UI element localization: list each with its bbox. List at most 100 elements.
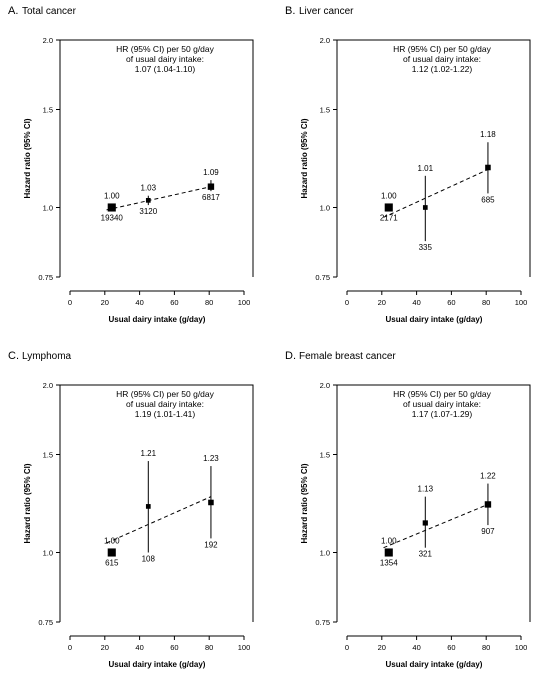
case-count-label: 1354 [380, 559, 398, 568]
trend-line [106, 186, 212, 211]
y-tick-label: 2.0 [320, 36, 330, 45]
x-tick-label: 0 [345, 643, 349, 652]
case-count-label: 907 [481, 527, 495, 536]
data-point [145, 197, 151, 203]
panel-letter: D. [285, 350, 296, 362]
y-tick-label: 1.5 [320, 106, 330, 115]
x-tick-label: 60 [447, 298, 455, 307]
data-point [107, 548, 116, 557]
hr-annotation-line: HR (95% CI) per 50 g/day [393, 44, 492, 54]
hr-annotation-line: 1.17 (1.07-1.29) [412, 409, 473, 419]
y-tick-label: 2.0 [320, 381, 330, 390]
hr-label: 1.18 [480, 130, 496, 139]
x-tick-label: 0 [68, 298, 72, 307]
x-tick-label: 60 [170, 298, 178, 307]
case-count-label: 321 [419, 550, 433, 559]
x-tick-label: 0 [345, 298, 349, 307]
case-count-label: 615 [105, 559, 119, 568]
case-count-label: 192 [204, 540, 218, 549]
x-tick-label: 20 [378, 298, 386, 307]
y-axis-title: Hazard ratio (95% CI) [300, 463, 309, 543]
x-tick-label: 100 [238, 298, 251, 307]
panel-letter: C. [8, 350, 19, 362]
data-point [384, 203, 393, 212]
hr-annotation-line: of usual dairy intake: [403, 399, 481, 409]
y-tick-label: 1.0 [43, 548, 53, 557]
hr-annotation-line: HR (95% CI) per 50 g/day [393, 389, 492, 399]
case-count-label: 19340 [101, 214, 124, 223]
chart-panel: B. Liver cancer 0.75 1.0 1.5 2.0 Hazard ratio … [285, 5, 531, 324]
hr-label: 1.00 [104, 536, 120, 545]
chart-panel: A. Total cancer 0.75 1.0 1.5 2.0 Hazard ratio … [8, 5, 254, 324]
y-tick-label: 0.75 [315, 618, 330, 627]
data-point [107, 203, 116, 212]
panel-title: Total cancer [22, 6, 77, 17]
x-tick-label: 20 [101, 643, 109, 652]
plot-frame [336, 384, 531, 622]
y-tick-label: 1.5 [320, 451, 330, 460]
data-point [145, 504, 151, 509]
hr-label: 1.03 [141, 184, 157, 193]
x-tick-label: 60 [170, 643, 178, 652]
x-tick-label: 60 [447, 643, 455, 652]
data-point [207, 183, 215, 190]
hr-label: 1.01 [418, 164, 434, 173]
case-count-label: 6817 [202, 193, 220, 202]
y-tick-label: 1.5 [43, 451, 53, 460]
x-tick-label: 100 [515, 298, 528, 307]
trend-line [383, 503, 489, 549]
hr-label: 1.21 [141, 449, 157, 458]
hr-label: 1.00 [104, 191, 120, 200]
data-point [484, 501, 492, 508]
hr-annotation-line: HR (95% CI) per 50 g/day [116, 389, 215, 399]
y-tick-label: 1.5 [43, 106, 53, 115]
hr-annotation-line: 1.19 (1.01-1.41) [135, 409, 196, 419]
hr-label: 1.00 [381, 536, 397, 545]
x-tick-label: 80 [482, 298, 490, 307]
y-tick-label: 2.0 [43, 381, 53, 390]
case-count-label: 108 [142, 554, 156, 563]
y-tick-label: 1.0 [320, 548, 330, 557]
x-axis-title: Usual dairy intake (g/day) [109, 315, 206, 324]
x-tick-label: 40 [135, 643, 143, 652]
panel-title: Female breast cancer [299, 351, 396, 362]
chart-panel: C. Lymphoma 0.75 1.0 1.5 2.0 Hazard ratio (95%… [8, 350, 254, 669]
case-count-label: 685 [481, 195, 495, 204]
hr-label: 1.09 [203, 168, 219, 177]
case-count-label: 3120 [139, 207, 157, 216]
x-tick-label: 100 [515, 643, 528, 652]
y-axis-title: Hazard ratio (95% CI) [23, 463, 32, 543]
y-tick-label: 0.75 [38, 273, 53, 282]
hr-annotation-line: HR (95% CI) per 50 g/day [116, 44, 215, 54]
hr-annotation-line: 1.12 (1.02-1.22) [412, 64, 473, 74]
trend-line [106, 496, 212, 544]
y-tick-label: 2.0 [43, 36, 53, 45]
panel-letter: B. [285, 5, 295, 17]
x-axis-title: Usual dairy intake (g/day) [109, 660, 206, 669]
data-point [485, 164, 491, 171]
x-axis-title: Usual dairy intake (g/day) [386, 660, 483, 669]
x-tick-label: 80 [205, 298, 213, 307]
panel-title: Lymphoma [22, 351, 72, 362]
trend-line [383, 169, 489, 218]
hr-label: 1.22 [480, 472, 496, 481]
chart-panel: D. Female breast cancer 0.75 1.0 1.5 2.0 Hazar… [285, 350, 531, 669]
plot-frame [336, 39, 531, 277]
data-point [422, 205, 428, 210]
hr-label: 1.23 [203, 454, 219, 463]
x-tick-label: 80 [482, 643, 490, 652]
x-tick-label: 20 [101, 298, 109, 307]
panel-title: Liver cancer [299, 6, 354, 17]
case-count-label: 2171 [380, 214, 398, 223]
x-tick-label: 100 [238, 643, 251, 652]
x-tick-label: 80 [205, 643, 213, 652]
panel-letter: A. [8, 5, 18, 17]
y-tick-label: 0.75 [315, 273, 330, 282]
x-tick-label: 40 [412, 643, 420, 652]
x-tick-label: 20 [378, 643, 386, 652]
hr-annotation-line: of usual dairy intake: [403, 54, 481, 64]
y-tick-label: 1.0 [320, 203, 330, 212]
hr-label: 1.13 [418, 485, 434, 494]
data-point [384, 548, 393, 557]
